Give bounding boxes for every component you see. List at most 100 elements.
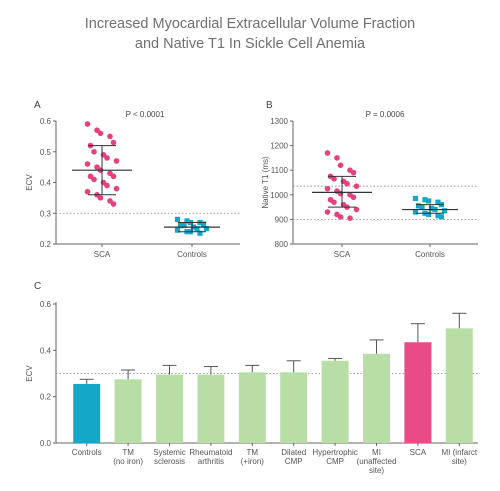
panel-b-point-sca — [344, 180, 350, 187]
panel-c-bar — [321, 360, 349, 443]
panel-c-x-tick-label: Dilated CMP — [281, 448, 306, 466]
panel-c-x-tick-label-line: (no iron) — [113, 457, 143, 466]
panel-a-point-sca — [113, 158, 120, 164]
panel-c-y-tick-label: 0.4 — [40, 346, 52, 355]
panel-c-x-tick-label: Systemic sclerosis — [153, 448, 185, 466]
panel-c-x-tick-label-line: TM — [122, 448, 134, 457]
panel-b-point-controls — [419, 204, 425, 210]
panel-b-point-sca — [353, 183, 360, 189]
panel-b-point-sca — [350, 194, 357, 201]
panel-c-x-tick-label-line: MI (infarct — [442, 448, 478, 457]
panel-a-y-tick-label: 0.3 — [40, 209, 52, 218]
panel-c-x-tick-label-line: Dilated — [281, 448, 306, 457]
panel-b-point-controls — [412, 195, 419, 202]
panel-a-point-sca — [84, 188, 91, 195]
panel-c-x-tick-label-line: arthritis — [198, 457, 224, 466]
panel-b-point-controls — [435, 213, 441, 219]
figure-title-line-1: Increased Myocardial Extracellular Volum… — [84, 16, 416, 32]
panel-c-x-tick-label: Hypertrophic CMP — [312, 448, 357, 466]
panel-b-point-sca — [350, 169, 357, 176]
panel-b-y-tick-label: 1100 — [271, 166, 289, 175]
panel-c-x-tick-label-line: Systemic — [153, 448, 185, 457]
panel-a-point-sca — [104, 155, 110, 161]
panel-c-x-tick-label-line: SCA — [410, 448, 427, 457]
panel-c-bar — [73, 383, 101, 443]
panel-c-x-tick-label-line: Hypertrophic — [312, 448, 357, 457]
panel-a-point-sca — [84, 121, 91, 127]
panel-a-point-sca — [91, 148, 97, 155]
panel-b-scatter-chart: B P = 0.0006 800 900 1000 1100 1200 1300 Native … — [261, 100, 478, 259]
panel-c-bar — [363, 353, 390, 443]
panel-c-x-tick-label-line: Controls — [72, 448, 102, 457]
panel-c-x-tick-label-line: MI — [372, 448, 381, 457]
panel-b-point-controls — [412, 209, 419, 215]
panel-a-point-sca — [97, 130, 104, 137]
panel-b-y-tick-label: 800 — [275, 240, 289, 249]
panel-a-point-sca — [107, 133, 113, 140]
panel-a-point-controls — [181, 222, 187, 229]
panel-b-point-controls — [422, 197, 428, 203]
panel-a-scatter-chart: A P < 0.0001 0.2 0.3 0.4 0.5 0.6 ECV SCA Controls — [25, 100, 240, 259]
panel-c-panel-label: C — [34, 281, 41, 292]
figure-title-line-2: and Native T1 In Sickle Cell Anemia — [134, 36, 366, 52]
panel-a-point-controls — [194, 226, 200, 232]
panel-b-point-sca — [334, 155, 340, 161]
panel-a-point-sca — [110, 139, 117, 146]
panel-c-bar — [238, 372, 266, 443]
panel-a-point-sca — [113, 185, 120, 192]
panel-a-point-controls — [184, 218, 190, 224]
panel-c-x-tick-label: Rheumatoid arthritis — [189, 448, 232, 466]
panel-c-x-tick-label-line: site) — [369, 466, 384, 475]
panel-a-y-tick-label: 0.5 — [40, 148, 52, 157]
panel-b-y-tick-label: 1000 — [270, 191, 288, 200]
panel-b-point-sca — [324, 150, 331, 156]
panel-b-point-controls — [425, 211, 432, 218]
panel-a-x-tick-label: SCA — [94, 250, 111, 259]
panel-c-bar — [156, 374, 183, 443]
panel-a-point-controls — [200, 221, 207, 227]
panel-b-point-sca — [331, 176, 337, 182]
panel-a-panel-label: A — [34, 100, 41, 111]
panel-a-point-sca — [84, 161, 91, 167]
panel-c-x-tick-label-line: site) — [452, 457, 467, 466]
panel-b-point-controls — [428, 205, 435, 211]
panel-a-y-tick-label: 0.6 — [40, 117, 52, 126]
panel-c-bar — [404, 342, 432, 443]
panel-b-point-controls — [438, 214, 445, 220]
panel-c-y-tick-label: 0.0 — [40, 439, 52, 448]
panel-c-bar — [445, 328, 473, 443]
panel-c-bar — [197, 374, 225, 443]
panel-a-y-axis-title: ECV — [25, 174, 34, 191]
panel-c-x-tick-label-line: (+iron) — [241, 457, 265, 466]
panel-a-point-sca — [110, 201, 117, 207]
panel-a-point-sca — [97, 195, 104, 201]
panel-b-y-tick-label: 900 — [275, 215, 289, 224]
panel-a-x-tick-label: Controls — [177, 250, 207, 259]
panel-b-point-controls — [415, 203, 422, 209]
panel-b-point-sca — [324, 185, 331, 192]
panel-c-x-tick-label-line: CMP — [326, 457, 344, 466]
panel-c-x-tick-label: MI (unaffected site) — [357, 448, 397, 475]
panel-a-point-sca — [91, 176, 97, 183]
panel-c-x-tick-label-line: TM — [247, 448, 259, 457]
panel-c-y-tick-label: 0.6 — [40, 300, 52, 309]
panel-c-x-tick-label: TM (no iron) — [113, 448, 143, 466]
panel-a-point-controls — [174, 216, 181, 222]
panel-b-point-sca — [331, 199, 337, 205]
panel-a-point-sca — [110, 173, 117, 180]
panel-b-x-tick-label: SCA — [334, 250, 351, 259]
panel-b-y-tick-label: 1300 — [270, 117, 288, 126]
panel-a-y-tick-label: 0.2 — [40, 240, 52, 249]
panel-a-point-controls — [197, 230, 203, 236]
panel-c-x-tick-label-line: (unaffected — [357, 457, 397, 466]
panel-b-panel-label: B — [266, 100, 273, 111]
panel-b-point-controls — [441, 208, 448, 214]
panel-b-y-axis-title: Native T1 (ms) — [261, 156, 270, 209]
panel-c-x-tick-label: MI (infarct site) — [442, 448, 478, 466]
panel-a-point-controls — [203, 226, 210, 232]
panel-a-point-sca — [104, 182, 110, 189]
panel-a-point-controls — [174, 227, 181, 233]
figure-title: Increased Myocardial Extracellular Volum… — [0, 14, 500, 54]
